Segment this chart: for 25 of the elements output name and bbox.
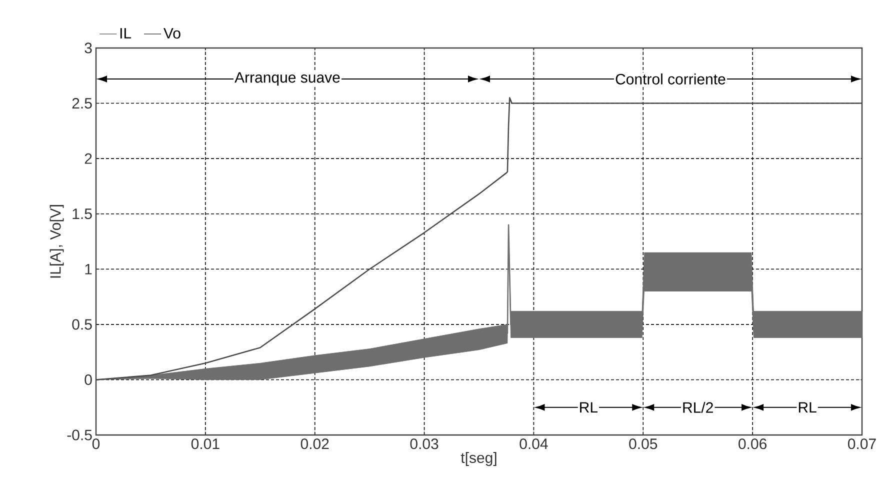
- y-tick-label: 1: [85, 264, 92, 274]
- y-tick-label: 1.5: [72, 208, 92, 220]
- x-tick-label: 0.03: [410, 438, 438, 450]
- x-tick-label: 0.07: [848, 438, 876, 450]
- y-tick-label: 2: [84, 153, 92, 164]
- legend-label: Vo: [164, 28, 180, 39]
- x-tick-label: 0: [92, 438, 100, 450]
- y-tick-label: 0: [84, 374, 92, 386]
- legend-label: IL: [120, 28, 132, 38]
- x-tick-label: 0.06: [738, 438, 767, 450]
- x-axis-title: t[seg]: [460, 452, 496, 466]
- annotation: RL: [580, 402, 598, 413]
- annotation: Arranque suave: [234, 72, 340, 86]
- annotation: RL: [798, 402, 816, 413]
- annotation: Control corriente: [616, 73, 726, 84]
- x-tick-label: 0.02: [300, 438, 329, 450]
- y-tick-label: 2.5: [72, 98, 92, 109]
- y-tick-label: 3: [84, 42, 92, 54]
- annotation: RL/2: [683, 402, 713, 413]
- x-tick-label: 0.01: [191, 438, 220, 450]
- y-tick-label: 0.5: [72, 319, 92, 330]
- x-tick-label: 0.05: [629, 438, 658, 450]
- y-axis-title: IL[A], Vo[V]: [50, 205, 64, 278]
- x-tick-label: 0.04: [520, 438, 548, 450]
- y-tick-label: -0.5: [67, 430, 92, 440]
